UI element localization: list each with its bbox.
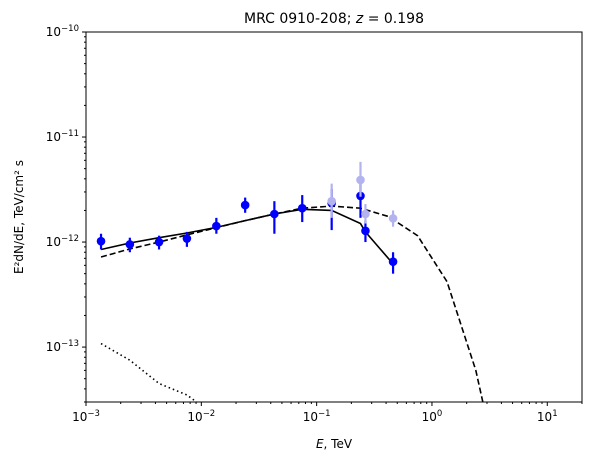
data-point-11	[388, 252, 398, 274]
marker	[154, 237, 164, 247]
faint-data-point-3	[388, 210, 398, 227]
marker	[270, 209, 279, 219]
x-tick-label-4: 101	[537, 409, 558, 424]
marker	[361, 226, 370, 236]
axis-ticks: 10−3 10−2 10−1 100 101 10−13 10−12 10−11 10−10	[46, 24, 583, 424]
data-point-10	[361, 220, 370, 243]
marker	[356, 175, 365, 185]
series-line-solid	[100, 208, 394, 265]
data-point-2	[154, 235, 164, 250]
marker	[297, 203, 307, 213]
x-tick-label-1: 10−2	[187, 409, 215, 424]
marker	[212, 221, 221, 231]
data-point-6	[270, 201, 279, 234]
marker	[388, 214, 398, 223]
marker	[182, 234, 192, 243]
x-tick-label-0: 10−3	[72, 409, 100, 424]
data-point-5	[240, 197, 250, 213]
x-axis-label: E, TeV	[316, 437, 353, 451]
data-point-3	[182, 231, 192, 247]
marker	[96, 236, 106, 246]
faint-data-point-2	[361, 204, 370, 224]
plot-content	[96, 161, 484, 402]
faint-data-point-1	[356, 161, 365, 197]
y-tick-label-2: 10−11	[46, 129, 79, 144]
y-axis-label: E²dN/dE, TeV/cm² s	[12, 160, 26, 274]
x-tick-label-3: 100	[422, 409, 443, 424]
plot-frame	[85, 31, 583, 403]
y-tick-label-3: 10−10	[46, 24, 79, 39]
faint-data-point-0	[327, 183, 336, 218]
data-point-0	[96, 233, 106, 250]
y-tick-label-0: 10−13	[46, 339, 79, 354]
x-tick-label-2: 10−1	[303, 409, 331, 424]
chart-title: MRC 0910-208; z = 0.198	[244, 11, 424, 27]
data-point-1	[125, 237, 135, 253]
series-line-dotted	[100, 342, 198, 402]
y-tick-label-1: 10−12	[46, 234, 79, 249]
marker	[240, 200, 250, 210]
marker	[125, 240, 135, 249]
marker	[388, 257, 398, 267]
marker	[327, 196, 336, 206]
data-point-7	[297, 195, 307, 223]
marker	[361, 209, 370, 219]
data-point-4	[212, 217, 221, 234]
